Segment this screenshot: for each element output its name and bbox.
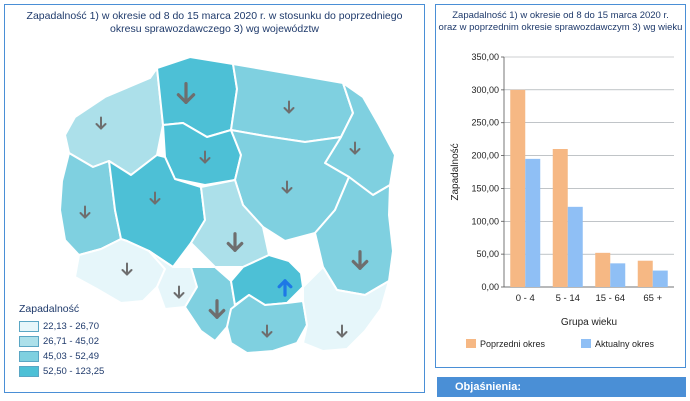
arrow-down-icon [283, 100, 295, 114]
arrow-down-icon [336, 324, 348, 338]
bar-current [567, 206, 583, 287]
legend-swatch [466, 339, 476, 348]
region-slaskie [184, 266, 236, 342]
y-tick-label: 250,00 [471, 118, 499, 128]
bar-previous [510, 89, 526, 287]
x-tick-label: 65 + [643, 293, 662, 304]
y-tick-label: 50,00 [476, 249, 499, 259]
legend-title: Zapadalność [19, 303, 80, 315]
map-legend: Zapadalność 22,13 - 26,70 26,71 - 45,02 … [19, 303, 149, 379]
bar-current [610, 263, 626, 287]
legend-swatch [19, 365, 39, 377]
bar-previous [595, 252, 611, 287]
arrow-down-icon [281, 180, 293, 194]
legend-label: 22,13 - 26,70 [43, 320, 99, 332]
legend-label: 26,71 - 45,02 [43, 335, 99, 347]
arrow-down-icon [351, 250, 369, 270]
chart-panel: Zapadalność 1) w okresie od 8 do 15 marc… [435, 4, 686, 368]
legend-label: 52,50 - 123,25 [43, 365, 105, 377]
legend-item: 52,50 - 123,25 [19, 364, 149, 378]
legend-label: Poprzedni okres [480, 339, 546, 349]
age-bar-chart: 0,00 50,00 100,00 150,00 200,00 250,00 300,00 3… [450, 52, 674, 349]
arrow-down-icon [176, 82, 196, 104]
legend-item: 45,03 - 52,49 [19, 349, 149, 363]
arrow-down-icon [79, 205, 91, 219]
legend-swatch [19, 350, 39, 362]
y-tick-label: 0,00 [481, 282, 499, 292]
legend-label: Aktualny okres [595, 339, 655, 349]
y-tick-label: 150,00 [471, 183, 499, 193]
arrow-down-icon [261, 324, 273, 338]
arrow-down-icon [199, 150, 211, 164]
map-regions [59, 56, 396, 354]
legend-swatch [19, 320, 39, 332]
arrow-down-icon [149, 191, 161, 205]
trend-arrows [79, 82, 369, 338]
explanations-bar: Objaśnienia: [437, 377, 686, 397]
arrow-down-icon [349, 141, 361, 155]
region-podkarpackie [302, 266, 390, 352]
y-tick-label: 200,00 [471, 151, 499, 161]
legend-swatch [19, 335, 39, 347]
legend-item: 22,13 - 26,70 [19, 319, 149, 333]
y-axis-label: Zapadalność [450, 143, 461, 200]
arrow-down-icon [173, 285, 185, 299]
legend-label: 45,03 - 52,49 [43, 350, 99, 362]
arrow-down-icon [226, 232, 244, 252]
arrow-down-icon [95, 116, 107, 130]
x-tick-label: 5 - 14 [556, 293, 580, 304]
region-malopolskie [226, 294, 308, 354]
bar-previous [637, 260, 653, 287]
legend-item: 26,71 - 45,02 [19, 334, 149, 348]
arrow-up-icon [277, 279, 293, 297]
arrow-down-icon [121, 262, 133, 276]
x-axis-label: Grupa wieku [561, 317, 617, 328]
y-tick-label: 350,00 [471, 52, 499, 62]
bar-current [652, 270, 668, 287]
region-warminsko-mazurskie [230, 63, 354, 143]
y-tick-label: 300,00 [471, 85, 499, 95]
bar-previous [552, 149, 568, 287]
x-tick-label: 0 - 4 [516, 293, 535, 304]
poland-map [59, 56, 396, 354]
map-title: Zapadalność 1) w okresie od 8 do 15 marc… [26, 10, 403, 35]
map-panel: Zapadalność 1) w okresie od 8 do 15 marc… [4, 4, 425, 393]
arrow-down-icon [208, 299, 226, 319]
chart-title: Zapadalność 1) w okresie od 8 do 15 marc… [438, 10, 683, 33]
legend-swatch [581, 339, 591, 348]
bar-current [525, 158, 541, 287]
x-tick-label: 15 - 64 [595, 293, 625, 304]
y-tick-label: 100,00 [471, 216, 499, 226]
